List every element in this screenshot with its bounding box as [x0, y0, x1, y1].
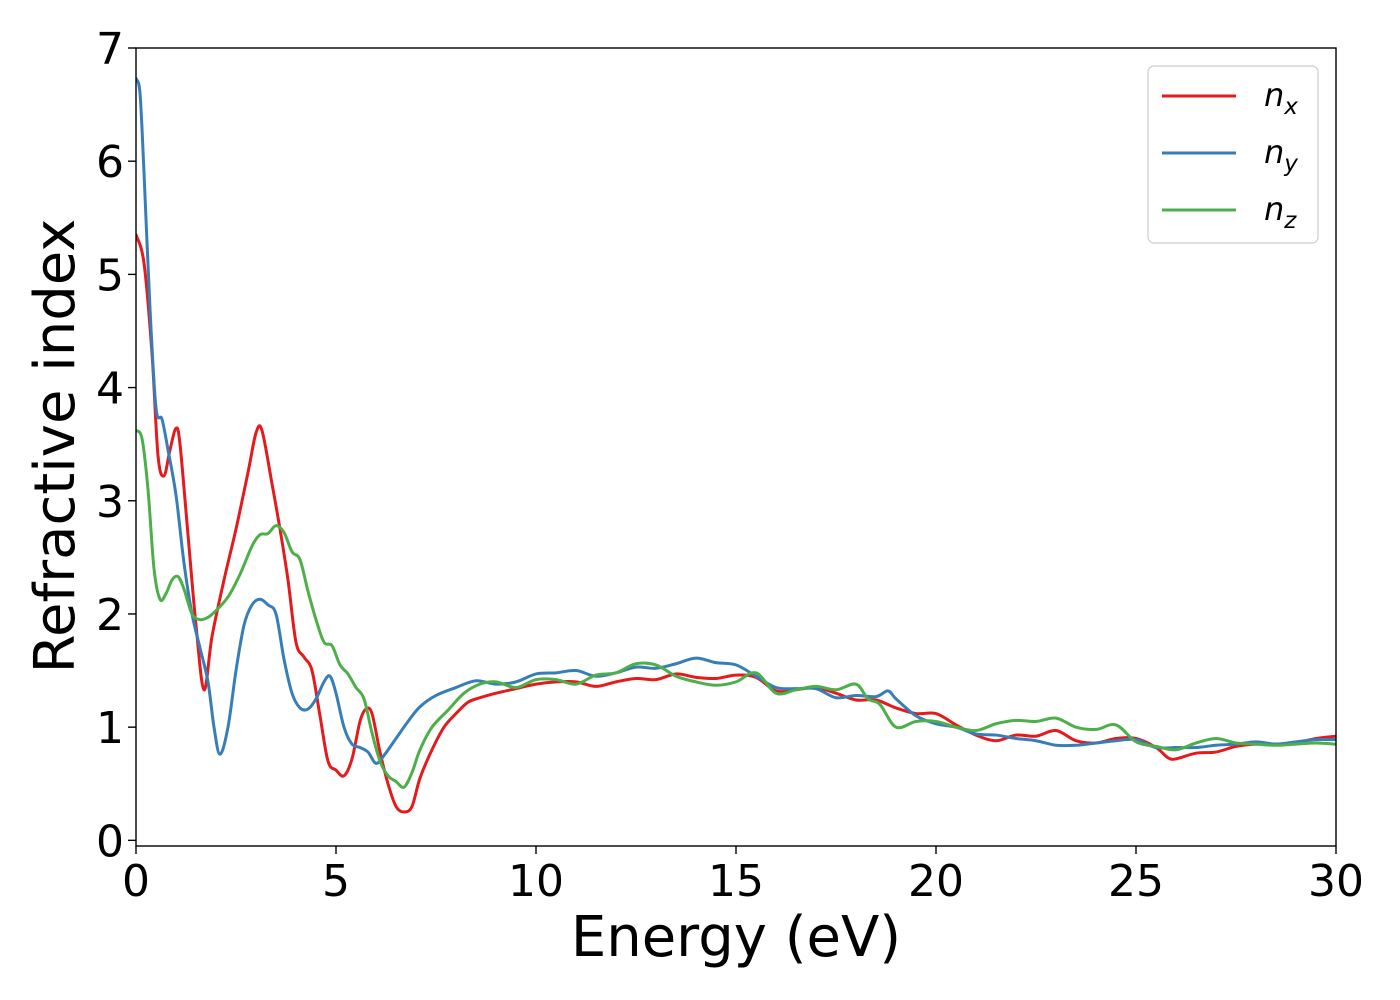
y-tick-label: 4 [96, 364, 124, 415]
x-tick-label: 10 [508, 856, 564, 907]
y-axis-label: Refractive index [23, 219, 88, 674]
y-tick-label: 2 [96, 590, 124, 641]
legend-label-n-y: ny [1264, 133, 1298, 177]
y-tick-label: 5 [96, 250, 124, 301]
y-tick-label: 6 [96, 137, 124, 188]
x-tick-label: 15 [708, 856, 764, 907]
y-tick-label: 7 [96, 24, 124, 75]
legend: nx ny nz [1147, 65, 1319, 244]
legend-label-n-x: nx [1264, 76, 1298, 120]
series-line-n-x [136, 233, 1336, 814]
series-line-n-y [136, 77, 1336, 765]
x-tick-label: 20 [908, 856, 964, 907]
y-tick-label: 1 [96, 703, 124, 754]
y-tick-label: 3 [96, 477, 124, 528]
legend-label-n-z: nz [1264, 190, 1297, 234]
y-tick-label: 0 [96, 816, 124, 867]
x-tick-label: 5 [322, 856, 350, 907]
series-lines [136, 77, 1336, 814]
x-tick-label: 0 [122, 856, 150, 907]
x-axis-label: Energy (eV) [571, 905, 901, 970]
axes: 0 5 10 15 20 25 30 0 1 2 3 4 5 6 7 [96, 24, 1364, 907]
series-line-n-z [136, 429, 1336, 789]
plot-area [136, 77, 1336, 814]
x-tick-label: 30 [1308, 856, 1364, 907]
x-tick-label: 25 [1108, 856, 1164, 907]
